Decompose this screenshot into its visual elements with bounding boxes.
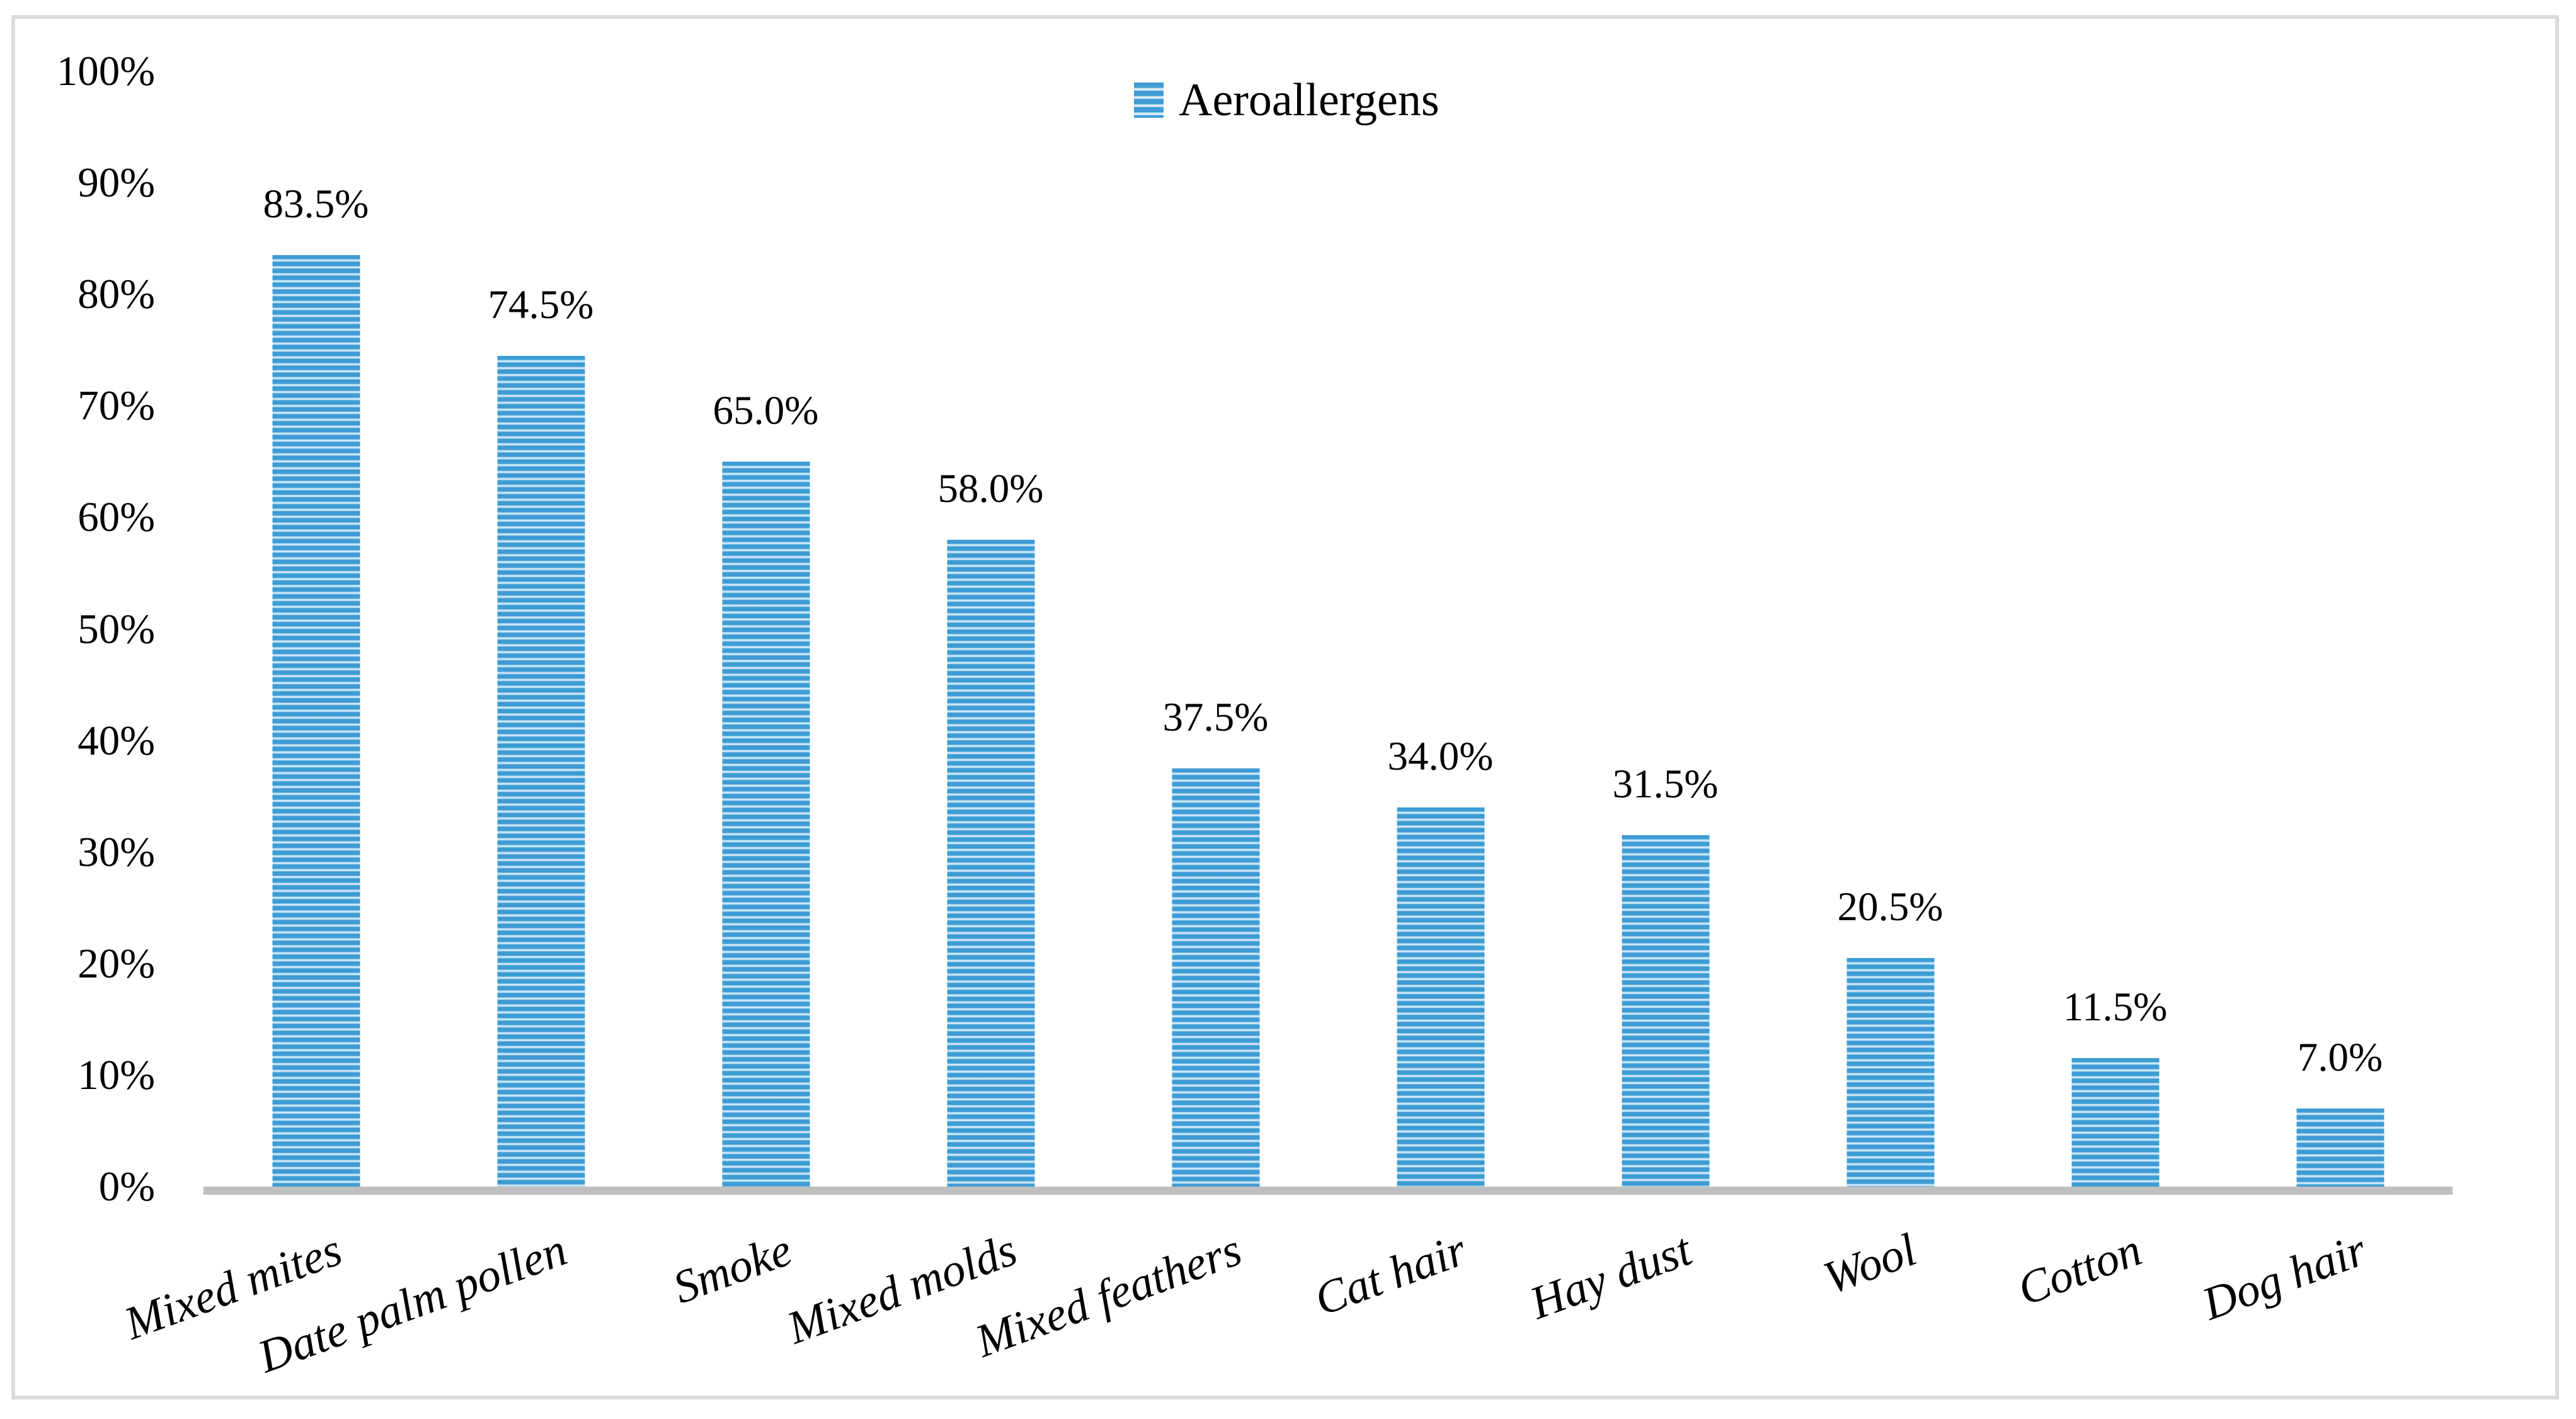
bar-slot: 37.5% [1103,71,1328,1187]
bar-data-label: 34.0% [1387,734,1494,779]
x-axis-category-label: Wool [1816,1224,1923,1305]
x-axis-line [203,1187,2453,1195]
bar [1622,835,1709,1187]
bar-data-label: 74.5% [488,282,594,328]
bar-slot: 83.5% [203,71,428,1187]
legend: Aeroallergens [1134,77,1440,123]
y-axis-tick-label: 60% [77,494,155,541]
bar-data-label: 11.5% [2063,984,2168,1030]
bar [1172,768,1259,1187]
y-axis-tick-label: 40% [77,717,155,764]
bar-data-label: 65.0% [713,388,819,433]
bar-data-label: 7.0% [2297,1035,2383,1080]
bar [1846,958,1934,1187]
y-axis-tick-label: 50% [77,605,155,653]
bar [2071,1058,2159,1187]
plot-area: 83.5% 74.5% 65.0% 58.0% 37.5% 34.0% 31.5% 20.5%… [203,71,2453,1187]
x-axis-category-label: Cotton [2010,1224,2148,1316]
y-axis-tick-label: 20% [77,940,155,987]
x-axis-category-label: Smoke [666,1224,799,1314]
bar-data-label: 31.5% [1612,761,1719,807]
bar-slot: 31.5% [1553,71,1778,1187]
bar-data-label: 58.0% [937,466,1044,511]
bar-data-label: 37.5% [1162,695,1269,740]
bar [947,540,1034,1187]
bar-slot: 34.0% [1328,71,1553,1187]
y-axis-tick-labels: 0% 10% 20% 30% 40% 50% 60% 70% 80% 90% 100% [0,0,155,1419]
bar [1397,807,1484,1187]
bar [272,255,360,1187]
y-axis-tick-label: 10% [77,1051,155,1098]
y-axis-tick-label: 100% [56,48,155,94]
x-axis-category-label: Dog hair [2195,1224,2373,1331]
bar-data-label: 83.5% [263,181,369,227]
y-axis-tick-label: 90% [77,159,155,207]
bar-slot: 74.5% [428,71,653,1187]
x-axis-category-label: Cat hair [1308,1224,1474,1326]
legend-swatch-icon [1134,83,1164,118]
bar [722,462,810,1187]
bar-slot: 20.5% [1778,71,2003,1187]
bar [497,356,585,1187]
bar-slot: 11.5% [2003,71,2228,1187]
y-axis-tick-label: 0% [98,1163,155,1210]
bar-slot: 65.0% [653,71,878,1187]
y-axis-tick-label: 70% [77,382,155,430]
legend-label: Aeroallergens [1179,74,1440,126]
x-axis-category-label: Hay dust [1523,1224,1698,1330]
bar-slot: 58.0% [878,71,1103,1187]
y-axis-tick-label: 30% [77,828,155,875]
y-axis-tick-label: 80% [77,271,155,318]
bar [2296,1108,2384,1187]
bar-slot: 7.0% [2228,71,2453,1187]
bar-data-label: 20.5% [1837,884,1943,930]
